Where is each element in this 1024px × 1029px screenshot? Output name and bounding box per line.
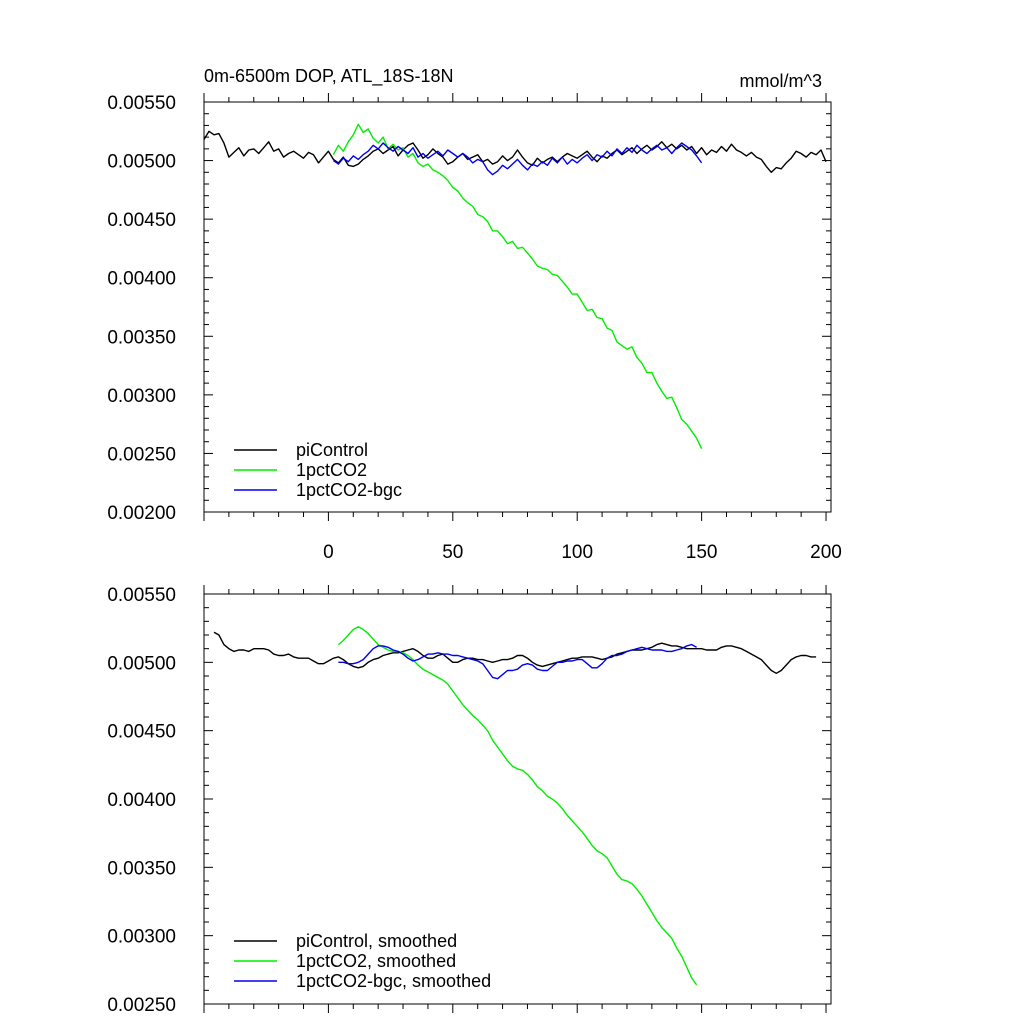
y-tick-label: 0.00550 [107,585,176,606]
y-tick-label: 0.00250 [107,995,176,1016]
y-tick-label: 0.00400 [107,790,176,811]
x-tick-label: 100 [561,542,593,563]
series-lines [203,123,827,450]
axis-ticks [203,93,831,521]
legend-label: 1pctCO2, smoothed [296,951,456,971]
units-label: mmol/m^3 [740,71,822,91]
x-tick-label: 0 [323,542,334,563]
legend-label: piControl, smoothed [296,931,457,951]
y-tick-label: 0.00500 [107,653,176,674]
y-tick-label: 0.00550 [107,93,176,114]
y-tick-label: 0.00450 [107,722,176,743]
series-line-0 [213,631,817,674]
series-line-2 [338,643,697,680]
legend-label: 1pctCO2 [296,460,367,480]
x-tick-label: 200 [810,542,842,563]
y-tick-label: 0.00250 [107,444,176,465]
panel-top: 0m-6500m DOP, ATL_18S-18N mmol/m^3 0.002… [107,66,842,563]
y-tick-label: 0.00200 [107,503,176,524]
plot-frame [203,101,832,513]
series-line-0 [203,130,827,174]
series-line-2 [332,142,703,176]
panel-bottom: 0.00250 0.00300 0.00350 0.00400 0.00450 0.005… [107,585,832,1016]
y-tick-label: 0.00300 [107,927,176,948]
y-tick-label: 0.00350 [107,327,176,348]
y-tick-labels: 0.00200 0.00250 0.00300 0.00350 0.00400 0.004… [107,93,176,524]
legend-label: piControl [296,440,368,460]
y-tick-labels: 0.00250 0.00300 0.00350 0.00400 0.00450 0.005… [107,585,176,1016]
plot-frame [203,593,832,1005]
legend-label: 1pctCO2-bgc [296,480,402,500]
y-tick-label: 0.00500 [107,152,176,173]
series-lines [213,626,817,986]
series-line-1 [332,123,703,450]
x-tick-label: 150 [686,542,718,563]
x-tick-label: 50 [442,542,463,563]
legend-label: 1pctCO2-bgc, smoothed [296,971,491,991]
y-tick-label: 0.00450 [107,210,176,231]
y-tick-label: 0.00400 [107,269,176,290]
chart-title: 0m-6500m DOP, ATL_18S-18N [204,66,453,87]
y-tick-label: 0.00300 [107,386,176,407]
x-tick-labels: 0 50 100 150 200 [323,542,842,563]
y-tick-label: 0.00350 [107,858,176,879]
